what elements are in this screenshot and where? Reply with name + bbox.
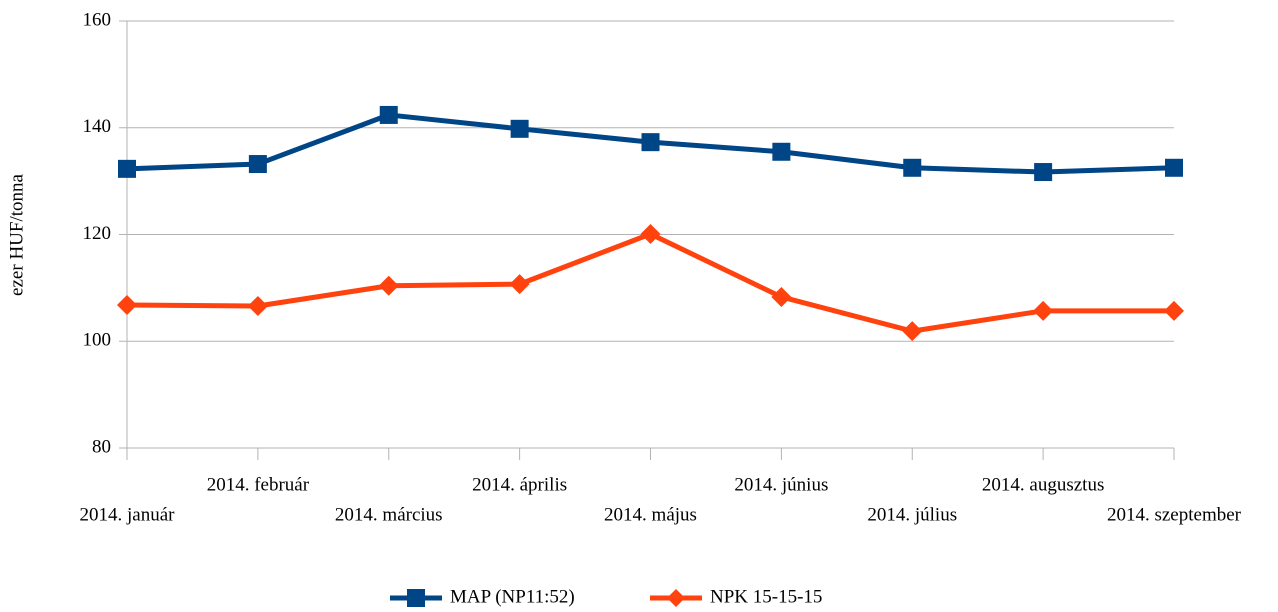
- y-tick-label: 80: [92, 436, 111, 457]
- marker: [902, 321, 923, 342]
- x-tick-label: 2014. június: [734, 474, 828, 495]
- marker: [1164, 300, 1184, 321]
- x-tick-label: 2014. március: [335, 504, 443, 525]
- x-tick-label: 2014. április: [472, 474, 567, 495]
- marker: [509, 274, 530, 295]
- marker: [378, 275, 399, 296]
- legend-label: MAP (NP11:52): [450, 586, 575, 607]
- marker: [248, 155, 267, 174]
- marker: [667, 589, 685, 607]
- marker: [117, 294, 137, 315]
- marker: [118, 159, 136, 178]
- x-tick-label: 2014. január: [80, 504, 176, 525]
- marker: [379, 105, 398, 124]
- y-tick-label: 100: [83, 330, 112, 351]
- marker: [771, 286, 792, 307]
- y-tick-label: 120: [83, 223, 112, 244]
- marker: [1033, 300, 1054, 321]
- legend-label: NPK 15-15-15: [710, 586, 822, 607]
- x-tick-label: 2014. szeptember: [1107, 504, 1242, 525]
- x-tick-label: 2014. február: [207, 474, 310, 495]
- marker: [1165, 158, 1183, 177]
- marker: [772, 142, 791, 161]
- marker: [1034, 163, 1053, 182]
- x-tick-label: 2014. május: [604, 504, 697, 525]
- marker: [510, 119, 529, 138]
- marker: [641, 133, 660, 152]
- marker: [640, 223, 661, 244]
- y-tick-label: 160: [83, 9, 112, 30]
- y-axis-label: ezer HUF/tonna: [6, 174, 27, 296]
- x-tick-label: 2014. július: [867, 504, 957, 525]
- marker: [407, 589, 425, 607]
- marker: [903, 158, 922, 177]
- y-tick-label: 140: [83, 116, 112, 137]
- marker: [247, 296, 268, 317]
- series-line: [126, 231, 1174, 334]
- x-tick-label: 2014. augusztus: [982, 474, 1104, 495]
